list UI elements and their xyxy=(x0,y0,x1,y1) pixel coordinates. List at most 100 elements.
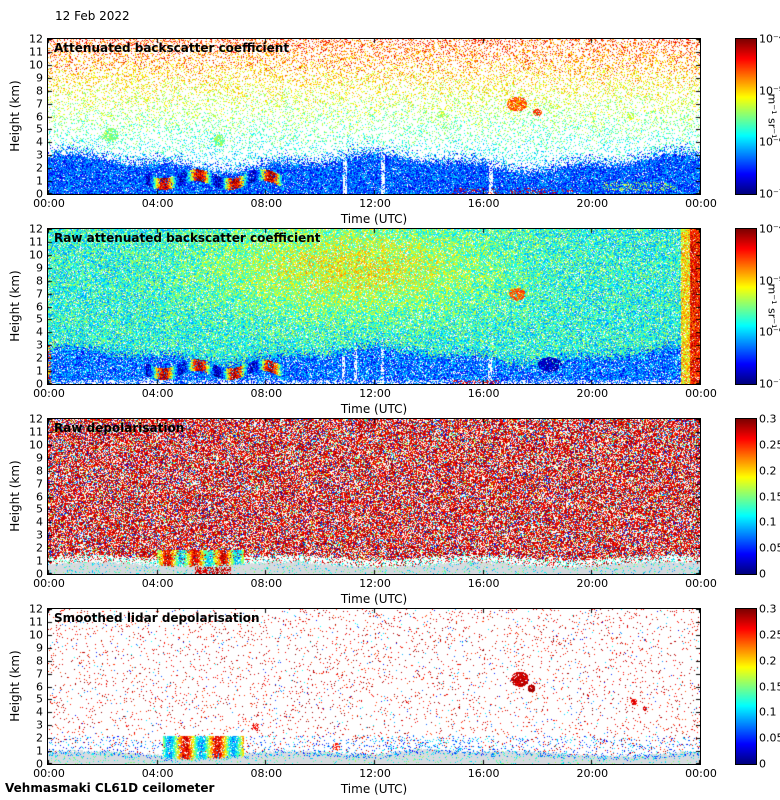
colorbar-tick-label: 0.2 xyxy=(759,464,777,478)
y-tick-label: 7 xyxy=(36,97,43,111)
colorbar-tick-label: 0 xyxy=(759,757,766,771)
y-tick-label: 8 xyxy=(36,274,43,288)
x-tick-label: 16:00 xyxy=(467,197,500,210)
x-tick-label: 00:00 xyxy=(685,577,717,590)
y-tick-label: 12 xyxy=(29,222,43,236)
y-tick-label: 4 xyxy=(36,705,43,719)
x-axis-label: Time (UTC) xyxy=(340,402,408,416)
x-tick-label: 20:00 xyxy=(576,767,609,780)
y-tick-label: 3 xyxy=(36,718,43,732)
colorbar xyxy=(735,418,757,575)
x-tick-label: 00:00 xyxy=(33,387,65,400)
panel-raw-attenuated-backscatter: Height (km) 12 11 10 9 8 7 6 5 4 3 2 1 0 Raw attenua… xyxy=(0,223,780,423)
y-tick-label: 3 xyxy=(36,338,43,352)
y-tick-label: 0 xyxy=(36,187,43,201)
colorbar-unit-label: m⁻¹ sr⁻¹ xyxy=(765,283,779,329)
y-tick-label: 4 xyxy=(36,135,43,149)
y-tick-label: 7 xyxy=(36,667,43,681)
y-tick-label: 1 xyxy=(36,174,43,188)
colorbar-unit-label: m⁻¹ sr⁻¹ xyxy=(765,93,779,139)
x-tick-label: 12:00 xyxy=(359,387,391,400)
y-tick-label: 10 xyxy=(29,248,43,262)
x-tick-label: 04:00 xyxy=(141,577,174,590)
panel-raw-depolarisation: Height (km) 12 11 10 9 8 7 6 5 4 3 2 1 0 Raw depolar… xyxy=(0,413,780,613)
y-tick-label: 9 xyxy=(36,451,43,465)
y-axis-ticks: 12 11 10 9 8 7 6 5 4 3 2 1 0 xyxy=(0,34,43,200)
x-tick-label: 00:00 xyxy=(33,197,65,210)
x-tick-label: 08:00 xyxy=(250,767,283,780)
y-tick-label: 0 xyxy=(36,757,43,771)
y-tick-label: 6 xyxy=(36,680,43,693)
x-tick-label: 20:00 xyxy=(576,577,609,590)
y-tick-label: 5 xyxy=(36,692,43,706)
colorbar-ticks: 10⁻⁴ 10⁻⁵ 10⁻⁶ 10⁻⁷ xyxy=(759,33,780,201)
colorbar-tick-label: 10⁻⁶ xyxy=(759,135,780,149)
y-tick-label: 7 xyxy=(36,287,43,301)
colorbar-tick-label: 0.1 xyxy=(759,515,777,529)
y-tick-label: 10 xyxy=(29,58,43,72)
heatmap-canvas-raw-attenuated-backscatter xyxy=(48,229,700,384)
y-tick-label: 11 xyxy=(29,235,43,249)
instrument-label: Vehmasmaki CL61D ceilometer xyxy=(5,781,215,795)
colorbar-tick-label: 10⁻⁷ xyxy=(759,377,780,391)
colorbar-tick-label: 0.3 xyxy=(759,602,777,616)
y-tick-label: 9 xyxy=(36,641,43,655)
colorbar-tick-label: 0.2 xyxy=(759,654,777,668)
y-axis-ticks: 12 11 10 9 8 7 6 5 4 3 2 1 0 xyxy=(0,414,43,580)
y-tick-label: 11 xyxy=(29,615,43,629)
colorbar-tick-label: 0.25 xyxy=(759,628,780,642)
heatmap-canvas-smoothed-depolarisation xyxy=(48,609,700,764)
colorbar-tick-label: 10⁻⁴ xyxy=(759,222,780,236)
y-tick-label: 4 xyxy=(36,325,43,339)
x-tick-label: 20:00 xyxy=(576,387,609,400)
y-tick-label: 0 xyxy=(36,377,43,391)
colorbar-gradient xyxy=(736,39,756,194)
x-tick-label: 12:00 xyxy=(359,767,391,780)
y-tick-label: 5 xyxy=(36,122,43,136)
x-tick-label: 16:00 xyxy=(467,577,500,590)
x-axis-ticks: 00:00 04:00 08:00 12:00 16:00 20:00 00:00 xyxy=(0,767,780,781)
colorbar-tick-label: 10⁻⁷ xyxy=(759,187,780,201)
x-tick-label: 04:00 xyxy=(141,197,174,210)
colorbar-gradient xyxy=(736,419,756,574)
colorbar xyxy=(735,38,757,195)
colorbar-tick-label: 0.25 xyxy=(759,438,780,452)
x-tick-label: 00:00 xyxy=(33,577,65,590)
plot-title: Raw attenuated backscatter coefficient xyxy=(54,231,321,245)
colorbar xyxy=(735,228,757,385)
plot-title: Attenuated backscatter coefficient xyxy=(54,41,290,55)
y-tick-label: 4 xyxy=(36,515,43,529)
colorbar-ticks: 0.3 0.25 0.2 0.15 0.1 0.05 0 xyxy=(759,603,780,771)
x-axis-label: Time (UTC) xyxy=(340,212,408,226)
x-tick-label: 00:00 xyxy=(685,767,717,780)
colorbar-tick-label: 0.05 xyxy=(759,541,780,555)
y-tick-label: 1 xyxy=(36,744,43,758)
y-tick-label: 3 xyxy=(36,148,43,162)
y-tick-label: 1 xyxy=(36,364,43,378)
y-tick-label: 10 xyxy=(29,628,43,642)
colorbar-tick-label: 0 xyxy=(759,567,766,581)
y-tick-label: 9 xyxy=(36,71,43,85)
y-tick-label: 0 xyxy=(36,567,43,581)
y-tick-label: 8 xyxy=(36,654,43,668)
y-tick-label: 8 xyxy=(36,464,43,478)
y-tick-label: 7 xyxy=(36,477,43,491)
y-tick-label: 6 xyxy=(36,300,43,313)
x-axis-ticks: 00:00 04:00 08:00 12:00 16:00 20:00 00:00 xyxy=(0,197,780,211)
y-tick-label: 2 xyxy=(36,351,43,365)
colorbar-tick-label: 0.15 xyxy=(759,680,780,693)
colorbar-tick-label: 0.3 xyxy=(759,412,777,426)
plot-area-raw-depolarisation: Raw depolarisation xyxy=(47,418,701,575)
y-tick-label: 5 xyxy=(36,502,43,516)
colorbar-gradient xyxy=(736,229,756,384)
x-tick-label: 16:00 xyxy=(467,387,500,400)
y-tick-label: 2 xyxy=(36,541,43,555)
y-tick-label: 6 xyxy=(36,110,43,123)
heatmap-canvas-raw-depolarisation xyxy=(48,419,700,574)
colorbar-ticks: 10⁻⁴ 10⁻⁵ 10⁻⁶ 10⁻⁷ xyxy=(759,223,780,391)
x-tick-label: 20:00 xyxy=(576,197,609,210)
x-tick-label: 00:00 xyxy=(685,387,717,400)
y-tick-label: 12 xyxy=(29,602,43,616)
y-tick-label: 9 xyxy=(36,261,43,275)
